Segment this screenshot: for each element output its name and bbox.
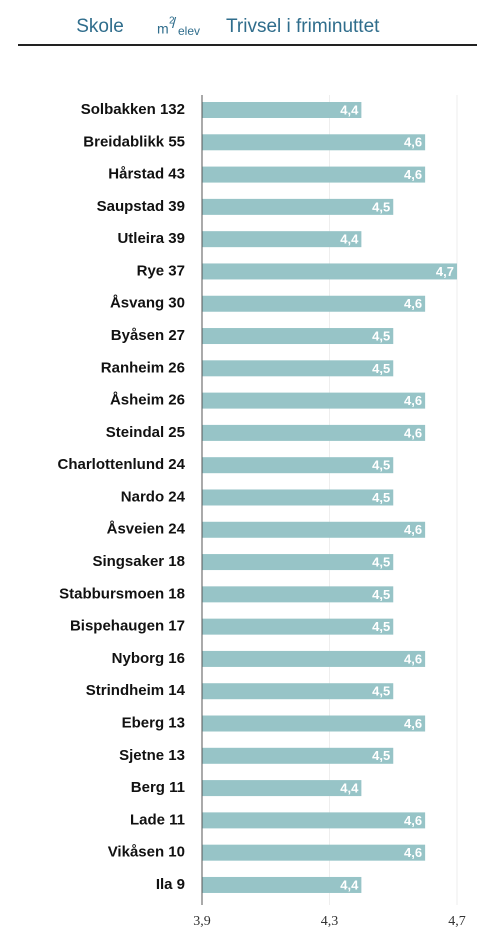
value-label: 4,5 [372, 748, 390, 763]
y-tick-label: Rye 37 [137, 262, 185, 279]
value-label: 4,4 [340, 102, 359, 117]
value-label: 4,6 [404, 393, 422, 408]
value-label: 4,5 [372, 554, 390, 569]
bar [202, 521, 426, 538]
bar [202, 780, 362, 797]
value-label: 4,4 [340, 232, 359, 247]
bar [202, 650, 426, 667]
y-tick-label: Strindheim 14 [86, 682, 186, 699]
value-label: 4,4 [340, 781, 359, 796]
y-tick-label: Åsheim 26 [110, 392, 185, 409]
value-label: 4,5 [372, 587, 390, 602]
value-label: 4,5 [372, 328, 390, 343]
value-label: 4,6 [404, 716, 422, 731]
value-label: 4,6 [404, 167, 422, 182]
bar [202, 876, 362, 893]
value-label: 4,5 [372, 619, 390, 634]
bar [202, 328, 394, 345]
bar [202, 231, 362, 248]
y-tick-label: Steindal 25 [106, 424, 185, 441]
bar [202, 198, 394, 215]
bar [202, 134, 426, 151]
value-label: 4,6 [404, 813, 422, 828]
bar [202, 489, 394, 506]
bar [202, 424, 426, 441]
bar [202, 554, 394, 571]
y-tick-label: Lade 11 [130, 811, 185, 828]
bar [202, 263, 457, 280]
bar [202, 618, 394, 635]
y-tick-label: Åsvang 30 [110, 295, 185, 312]
value-label: 4,7 [436, 264, 454, 279]
value-label: 4,4 [340, 877, 359, 892]
bar [202, 683, 394, 700]
unit-sub: elev [178, 24, 200, 38]
value-label: 4,5 [372, 490, 390, 505]
x-tick-label: 3,9 [193, 914, 211, 929]
y-tick-label: Nyborg 16 [112, 650, 185, 667]
value-label: 4,6 [404, 845, 422, 860]
y-tick-label: Åsveien 24 [107, 521, 186, 538]
value-label: 4,6 [404, 651, 422, 666]
y-tick-label: Hårstad 43 [108, 166, 185, 183]
y-tick-label: Charlottenlund 24 [57, 456, 185, 473]
bar [202, 360, 394, 377]
y-tick-label: Singsaker 18 [92, 553, 185, 570]
bar [202, 295, 426, 312]
column-header: Trivsel i friminuttet [226, 16, 380, 37]
y-tick-label: Utleira 39 [117, 230, 185, 247]
bar [202, 457, 394, 474]
y-tick-label: Breidablikk 55 [83, 133, 185, 150]
value-label: 4,5 [372, 458, 390, 473]
y-tick-label: Eberg 13 [122, 714, 185, 731]
bar [202, 166, 426, 183]
bar [202, 812, 426, 829]
unit-slash: / [172, 15, 177, 32]
y-tick-label: Vikåsen 10 [108, 844, 185, 861]
x-tick-label: 4,7 [448, 914, 466, 929]
unit-base: m [157, 21, 169, 37]
y-tick-label: Byåsen 27 [111, 327, 185, 344]
y-tick-label: Saupstad 39 [97, 198, 185, 215]
value-label: 4,6 [404, 522, 422, 537]
value-label: 4,6 [404, 135, 422, 150]
y-tick-label: Ranheim 26 [101, 359, 185, 376]
value-label: 4,5 [372, 361, 390, 376]
bar [202, 844, 426, 861]
y-tick-label: Berg 11 [131, 779, 185, 796]
bar [202, 747, 394, 764]
value-label: 4,5 [372, 684, 390, 699]
column-header: Skole [76, 16, 124, 37]
value-label: 4,6 [404, 296, 422, 311]
bar [202, 715, 426, 732]
y-tick-label: Sjetne 13 [119, 747, 185, 764]
bar [202, 392, 426, 409]
value-label: 4,6 [404, 425, 422, 440]
y-tick-label: Stabbursmoen 18 [59, 585, 185, 602]
y-tick-label: Ila 9 [156, 876, 185, 893]
y-tick-label: Bispehaugen 17 [70, 618, 185, 635]
x-tick-label: 4,3 [321, 914, 339, 929]
value-label: 4,5 [372, 199, 390, 214]
bar [202, 102, 362, 118]
y-tick-label: Solbakken 132 [81, 101, 185, 118]
y-tick-label: Nardo 24 [121, 488, 186, 505]
bar [202, 586, 394, 603]
unit-sup: 2 [169, 16, 175, 27]
